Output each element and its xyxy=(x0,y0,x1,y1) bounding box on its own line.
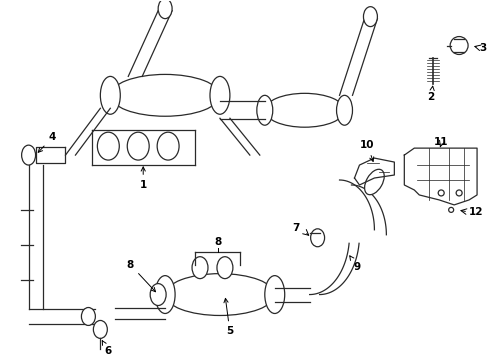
Ellipse shape xyxy=(310,229,324,247)
Ellipse shape xyxy=(21,145,36,165)
Text: 7: 7 xyxy=(292,223,299,233)
Ellipse shape xyxy=(150,284,166,306)
Ellipse shape xyxy=(155,276,175,314)
Ellipse shape xyxy=(157,132,179,160)
Text: 11: 11 xyxy=(433,137,447,147)
Text: 1: 1 xyxy=(139,167,146,190)
Ellipse shape xyxy=(364,169,384,195)
Text: 10: 10 xyxy=(360,140,374,161)
Text: 3: 3 xyxy=(478,42,486,53)
Ellipse shape xyxy=(81,307,95,325)
Text: 8: 8 xyxy=(126,260,155,292)
Ellipse shape xyxy=(158,0,172,19)
Ellipse shape xyxy=(363,7,377,27)
Ellipse shape xyxy=(217,257,232,279)
Text: 12: 12 xyxy=(468,207,483,217)
Ellipse shape xyxy=(97,132,119,160)
Ellipse shape xyxy=(209,76,229,114)
Ellipse shape xyxy=(110,75,220,116)
Ellipse shape xyxy=(192,257,207,279)
Text: 8: 8 xyxy=(214,237,221,247)
Ellipse shape xyxy=(264,276,284,314)
Ellipse shape xyxy=(165,274,274,315)
Text: 4: 4 xyxy=(38,132,56,152)
Ellipse shape xyxy=(256,95,272,125)
Ellipse shape xyxy=(264,93,344,127)
Ellipse shape xyxy=(93,320,107,338)
Ellipse shape xyxy=(127,132,149,160)
Text: 6: 6 xyxy=(102,341,112,356)
Ellipse shape xyxy=(100,76,120,114)
Ellipse shape xyxy=(336,95,352,125)
Ellipse shape xyxy=(449,37,467,54)
Text: 2: 2 xyxy=(427,86,434,102)
Text: 9: 9 xyxy=(349,256,360,272)
Text: 5: 5 xyxy=(224,298,233,336)
